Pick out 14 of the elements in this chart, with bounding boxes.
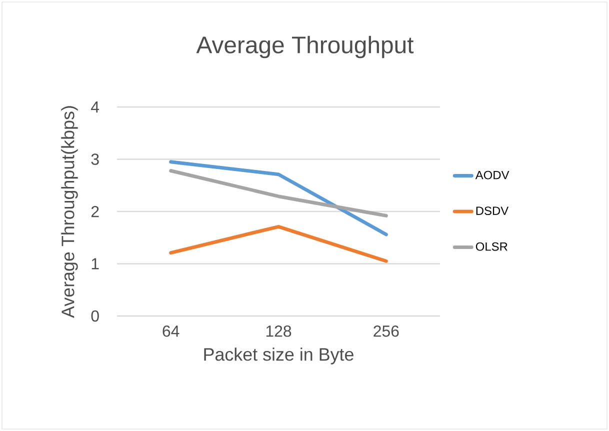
x-tick-label: 256	[374, 326, 399, 337]
y-tick-label: 4	[91, 102, 100, 112]
legend-label: DSDV	[476, 206, 509, 216]
chart-title: Average Throughput	[196, 36, 414, 58]
legend-label: AODV	[475, 170, 510, 180]
x-tick-label: 128	[266, 326, 292, 337]
y-tick-label: 3	[91, 154, 99, 165]
y-tick-label: 0	[91, 310, 99, 322]
y-axis-title: Average Throughput(kbps)	[61, 106, 78, 318]
x-axis-title: Packet size in Byte	[204, 348, 354, 364]
x-tick-label: 64	[162, 326, 180, 337]
legend-label: OLSR	[476, 242, 508, 251]
y-tick-label: 2	[91, 206, 99, 218]
y-tick-label: 1	[92, 258, 99, 270]
